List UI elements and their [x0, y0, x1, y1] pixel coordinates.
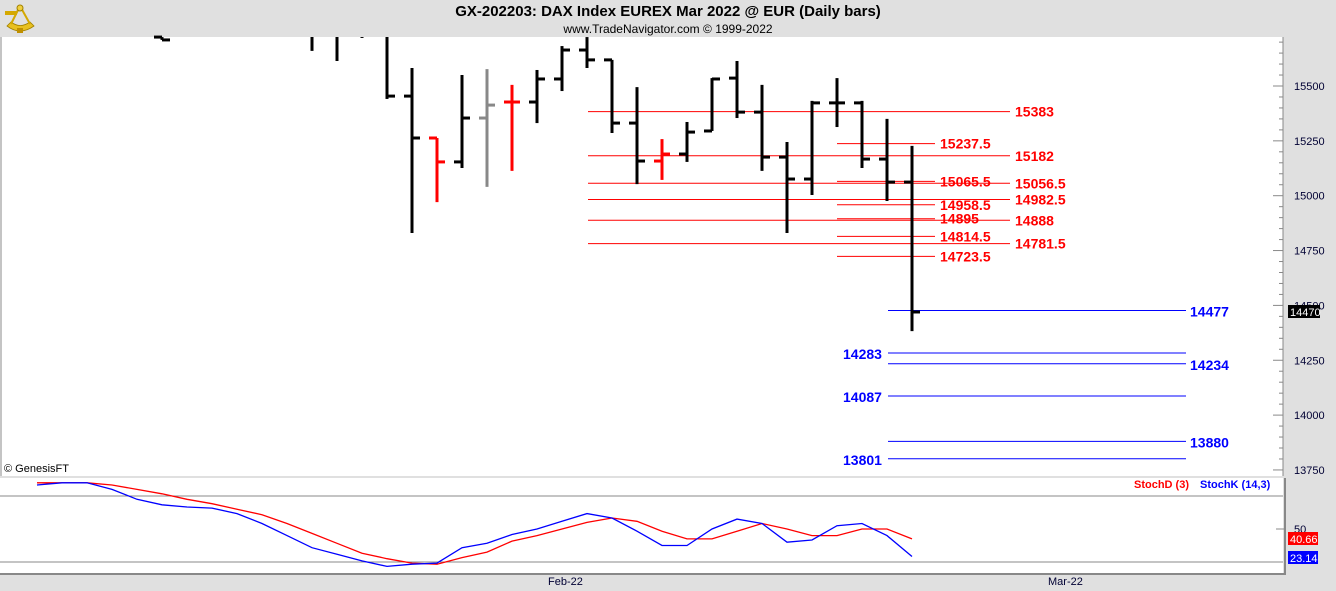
- stochd-value: 40.66: [1290, 534, 1318, 546]
- ohlc-bar: [729, 60, 745, 119]
- ohlc-bar: [604, 58, 620, 133]
- stochk-legend: StochK (14,3): [1200, 479, 1271, 491]
- ohlc-bar: [629, 87, 645, 185]
- stochk-value: 23.14: [1290, 553, 1318, 565]
- stochk-line: [36, 482, 913, 568]
- ohlc-bar: [454, 75, 470, 169]
- sextant-logo-icon: [5, 4, 35, 33]
- ohlc-bar: [904, 145, 920, 332]
- ohlc-bar: [804, 100, 820, 196]
- support-label: 14234: [1190, 357, 1229, 373]
- ohlc-bar: [429, 136, 445, 203]
- resistance-label: 14895: [940, 211, 979, 227]
- resistance-label: 14814.5: [940, 228, 991, 244]
- last-price-label: 14470: [1290, 307, 1321, 319]
- ohlc-bar: [504, 84, 520, 171]
- resistance-label: 15056.5: [1015, 175, 1066, 191]
- price-tick-label: 15500: [1294, 81, 1325, 93]
- support-label: 14477: [1190, 303, 1229, 319]
- price-tick-label: 14750: [1294, 246, 1325, 258]
- ohlc-bar: [704, 77, 720, 133]
- x-tick-feb-22: Feb-22: [548, 576, 583, 588]
- resistance-label: 14781.5: [1015, 236, 1066, 252]
- ohlc-bar: [154, 35, 170, 42]
- stochd-line: [37, 482, 913, 565]
- ohlc-bar: [479, 69, 495, 187]
- last-price-box: [1288, 305, 1320, 318]
- ohlc-bar: [404, 68, 420, 233]
- price-tick-label: 14000: [1294, 410, 1325, 422]
- ohlc-bar: [879, 118, 895, 201]
- price-tick-label: 13750: [1294, 465, 1325, 477]
- price-tick-label: 14250: [1294, 355, 1325, 367]
- support-label: 14283: [843, 346, 882, 362]
- stochd-value-box: [1288, 532, 1318, 545]
- resistance-label: 15182: [1015, 148, 1054, 164]
- resistance-label: 14888: [1015, 212, 1054, 228]
- copyright-label: © GenesisFT: [4, 463, 69, 475]
- ohlc-bar: [854, 100, 870, 169]
- title-bar: [0, 0, 1336, 37]
- stochastic-panel: [0, 478, 1283, 573]
- stochk-value-box: [1288, 551, 1318, 564]
- x-tick-mar-22: Mar-22: [1048, 576, 1083, 588]
- ohlc-bar: [385, 37, 395, 99]
- ohlc-bar: [779, 141, 795, 233]
- price-panel: [0, 37, 1283, 476]
- support-label: 13880: [1190, 434, 1229, 450]
- resistance-label: 15383: [1015, 104, 1054, 120]
- resistance-label: 14982.5: [1015, 192, 1066, 208]
- resistance-label: 15237.5: [940, 136, 991, 152]
- ohlc-bar: [654, 139, 670, 180]
- support-label: 13801: [843, 452, 882, 468]
- resistance-label: 15065.5: [940, 173, 991, 189]
- support-label: 14087: [843, 389, 882, 405]
- ohlc-bar: [754, 84, 770, 171]
- chart-title: GX-202203: DAX Index EUREX Mar 2022 @ EU…: [455, 3, 881, 20]
- ohlc-bar: [579, 37, 595, 69]
- chart-subtitle: www.TradeNavigator.com © 1999-2022: [563, 22, 773, 36]
- ohlc-bar: [554, 46, 570, 92]
- resistance-label: 14723.5: [940, 248, 991, 264]
- price-tick-label: 15000: [1294, 191, 1325, 203]
- stochd-legend: StochD (3): [1134, 479, 1189, 491]
- resistance-label: 14958.5: [940, 197, 991, 213]
- price-tick-label: 15250: [1294, 136, 1325, 148]
- ohlc-bar: [829, 78, 845, 128]
- ohlc-bar: [529, 69, 545, 124]
- ohlc-bar: [679, 121, 695, 162]
